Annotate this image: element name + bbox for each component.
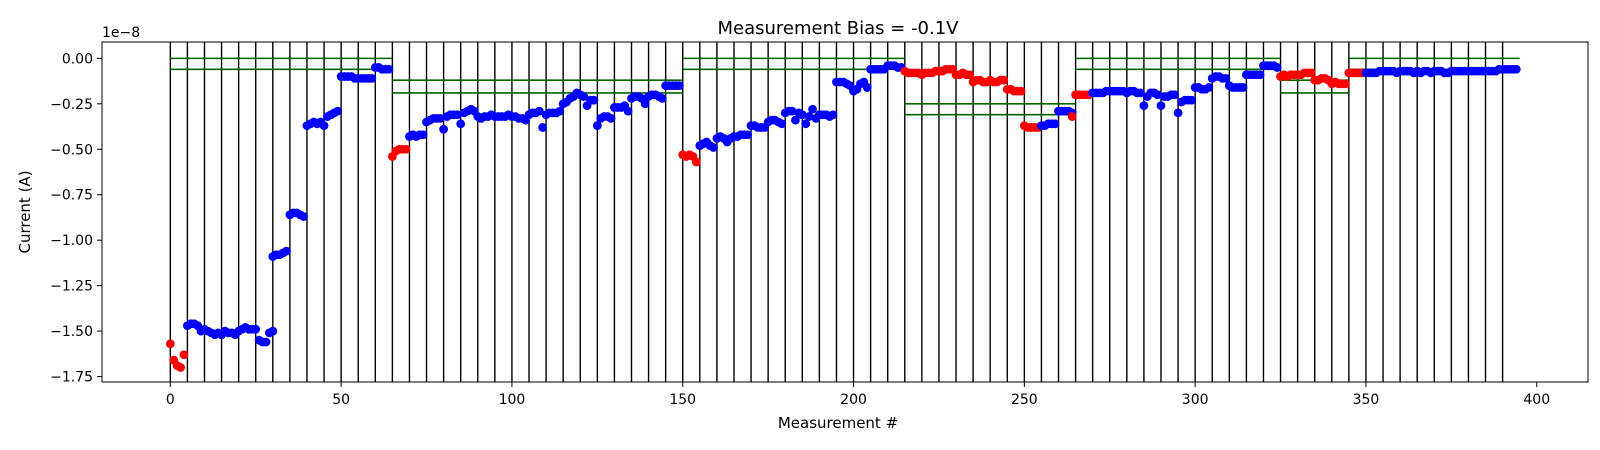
data-point <box>165 339 175 349</box>
data-point <box>1016 86 1026 96</box>
x-tick-label: 50 <box>332 392 350 408</box>
data-point <box>1272 63 1282 72</box>
data-point <box>1204 83 1214 92</box>
y-tick-label: −1.25 <box>50 279 93 295</box>
data-point <box>999 75 1009 85</box>
plot-area <box>165 42 1521 382</box>
data-point <box>319 121 329 131</box>
data-point <box>452 110 462 120</box>
data-point <box>1139 101 1149 111</box>
data-point <box>1050 119 1060 129</box>
data-point <box>1136 88 1145 98</box>
data-point <box>592 121 602 131</box>
data-point <box>1238 83 1248 92</box>
data-point <box>384 64 394 74</box>
data-point <box>1156 101 1166 111</box>
chart-title: Measurement Bias = -0.1V <box>717 18 959 39</box>
data-point <box>1187 95 1197 105</box>
data-point <box>579 92 589 101</box>
x-tick-label: 0 <box>166 392 175 408</box>
x-tick-label: 200 <box>840 392 867 408</box>
data-point <box>435 113 445 123</box>
x-tick-label: 100 <box>499 392 526 408</box>
data-point <box>261 337 271 347</box>
y-tick-label: −0.25 <box>50 97 93 113</box>
data-point <box>692 157 701 167</box>
y-tick-label: −1.50 <box>50 324 93 340</box>
plot-frame <box>101 41 1589 383</box>
y-tick-label: −1.75 <box>50 370 93 386</box>
data-point <box>1341 79 1350 89</box>
y-axis-label: Current (A) <box>16 170 34 253</box>
y-axis: 0.00 −0.25 −0.50 −0.75 −1.00 −1.25 −1.50 −1.75 <box>50 51 102 386</box>
data-point <box>367 73 377 83</box>
data-point <box>456 119 466 129</box>
data-point <box>801 119 811 129</box>
data-point <box>828 110 838 120</box>
data-point <box>1306 68 1316 78</box>
x-axis-label: Measurement # <box>778 414 898 432</box>
data-point <box>179 350 189 360</box>
data-point <box>743 130 753 140</box>
data-point <box>176 363 185 372</box>
data-point <box>439 124 449 134</box>
data-point <box>804 112 814 121</box>
data-point <box>1153 90 1162 100</box>
data-point <box>1067 112 1077 121</box>
data-point <box>808 104 817 114</box>
x-axis: 0 50 100 150 200 250 300 350 400 <box>166 382 1550 408</box>
data-point <box>606 113 616 123</box>
y-offset-text: 1e−8 <box>102 25 140 41</box>
data-point <box>862 83 872 92</box>
data-point <box>299 212 308 221</box>
x-tick-label: 150 <box>669 392 696 408</box>
data-point <box>709 143 718 152</box>
data-point <box>797 110 807 120</box>
data-point <box>674 81 684 91</box>
data-point <box>538 123 548 132</box>
data-point <box>251 324 261 334</box>
data-point <box>791 115 800 125</box>
data-point <box>401 144 411 154</box>
data-point <box>965 70 975 80</box>
data-point <box>534 106 544 116</box>
y-tick-label: −0.75 <box>50 188 93 204</box>
data-point <box>418 130 428 140</box>
x-tick-label: 400 <box>1523 392 1550 408</box>
data-point <box>282 246 291 256</box>
data-point <box>555 106 565 116</box>
data-point <box>640 99 650 109</box>
data-point <box>268 326 278 336</box>
y-tick-label: −1.00 <box>50 233 93 249</box>
data-point <box>1221 73 1231 83</box>
data-point <box>1170 90 1180 100</box>
x-tick-label: 300 <box>1182 392 1209 408</box>
data-point <box>589 95 599 105</box>
data-point <box>333 106 343 116</box>
data-point <box>777 119 787 129</box>
y-tick-label: 0.00 <box>62 51 93 67</box>
data-point <box>657 93 667 103</box>
y-tick-label: −0.50 <box>50 142 93 158</box>
data-point <box>787 106 797 116</box>
data-point <box>1255 70 1265 80</box>
data-point <box>1173 108 1183 118</box>
data-point <box>1511 64 1521 74</box>
x-tick-label: 350 <box>1353 392 1380 408</box>
x-tick-label: 250 <box>1011 392 1038 408</box>
data-point <box>623 106 633 116</box>
